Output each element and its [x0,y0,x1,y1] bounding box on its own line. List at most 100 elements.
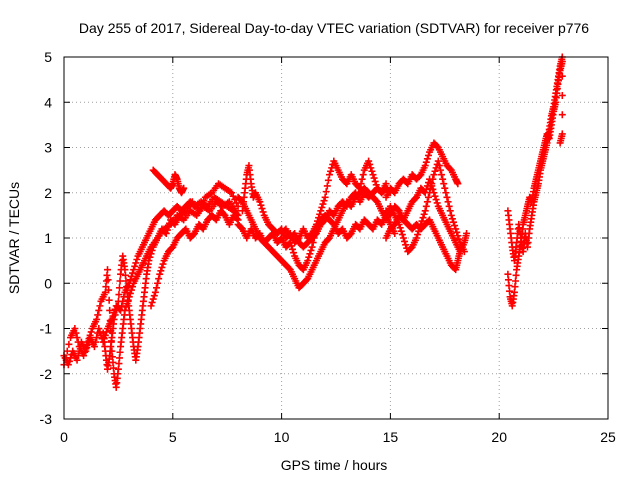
data-point [432,196,440,204]
data-point [104,276,112,284]
data-point [113,302,121,310]
data-point [306,250,314,258]
y-tick-label: 1 [44,230,52,246]
data-point [258,205,266,213]
data-point [448,215,456,223]
data-point [287,242,295,250]
data-point [93,334,101,342]
data-point [450,218,458,226]
data-point [152,284,160,292]
data-point [305,253,313,261]
data-point [116,277,124,285]
data-point [95,306,103,314]
data-point [319,200,327,208]
data-point [86,331,94,339]
data-point [423,198,431,206]
data-point [424,193,432,201]
x-tick-label: 0 [60,429,68,445]
data-point [259,208,267,216]
data-point [288,245,296,253]
data-points [60,53,566,391]
data-point [180,184,188,192]
data-point [446,207,454,215]
data-point [156,270,164,278]
data-point [439,175,447,183]
data-point [150,292,158,300]
data-point [367,164,375,172]
data-point [422,185,430,193]
data-point [556,139,564,147]
data-point [430,189,438,197]
data-point [105,286,113,294]
data-point [96,328,104,336]
data-point [435,162,443,170]
series-trace-d [147,207,242,310]
data-point [257,201,265,209]
data-point [65,340,73,348]
y-tick-label: -1 [40,321,53,337]
data-point [398,231,406,239]
data-point [106,306,114,314]
data-point [558,111,566,119]
data-point [420,210,428,218]
data-point [318,203,326,211]
data-point [413,234,421,242]
data-point [316,210,324,218]
data-point [115,284,123,292]
series-trace-n [504,53,566,265]
data-point [463,229,471,237]
data-point [111,311,119,319]
data-point [133,255,141,263]
data-point [148,298,156,306]
data-point [145,257,153,265]
data-point [451,222,459,230]
data-point [428,182,436,190]
data-point [325,171,333,179]
data-point [131,262,139,270]
data-point [115,291,123,299]
data-point [83,341,91,349]
data-point [456,248,464,256]
data-point [164,223,172,231]
x-tick-label: 20 [491,429,507,445]
data-point [436,166,444,174]
data-point [447,211,455,219]
data-point [65,357,73,365]
data-point [371,177,379,185]
data-point [102,328,110,336]
y-tick-label: -2 [40,366,53,382]
x-tick-label: 15 [383,429,399,445]
data-point [359,171,367,179]
data-point [112,306,120,314]
data-point [158,263,166,271]
data-point [127,286,135,294]
data-point [95,325,103,332]
data-point [157,267,165,275]
data-point [126,276,134,284]
data-point [402,241,410,249]
data-point [84,338,92,346]
data-point [558,91,566,99]
data-point [423,155,431,163]
data-point [94,311,102,319]
data-point [454,180,462,188]
data-point [233,215,241,223]
data-point [321,193,329,201]
series-trace-c [99,180,242,373]
data-point [445,202,453,210]
data-point [418,217,426,225]
data-point [366,160,374,168]
data-point [129,283,137,291]
data-point [90,343,98,351]
data-point [96,302,104,310]
data-point [357,180,365,188]
data-point [421,189,429,197]
data-point [433,199,441,207]
data-point [419,214,427,222]
data-point [453,228,461,236]
data-point [426,175,434,183]
y-axis-label: SDTVAR / TECUs [6,182,22,294]
data-point [370,174,378,182]
data-point [147,302,155,310]
